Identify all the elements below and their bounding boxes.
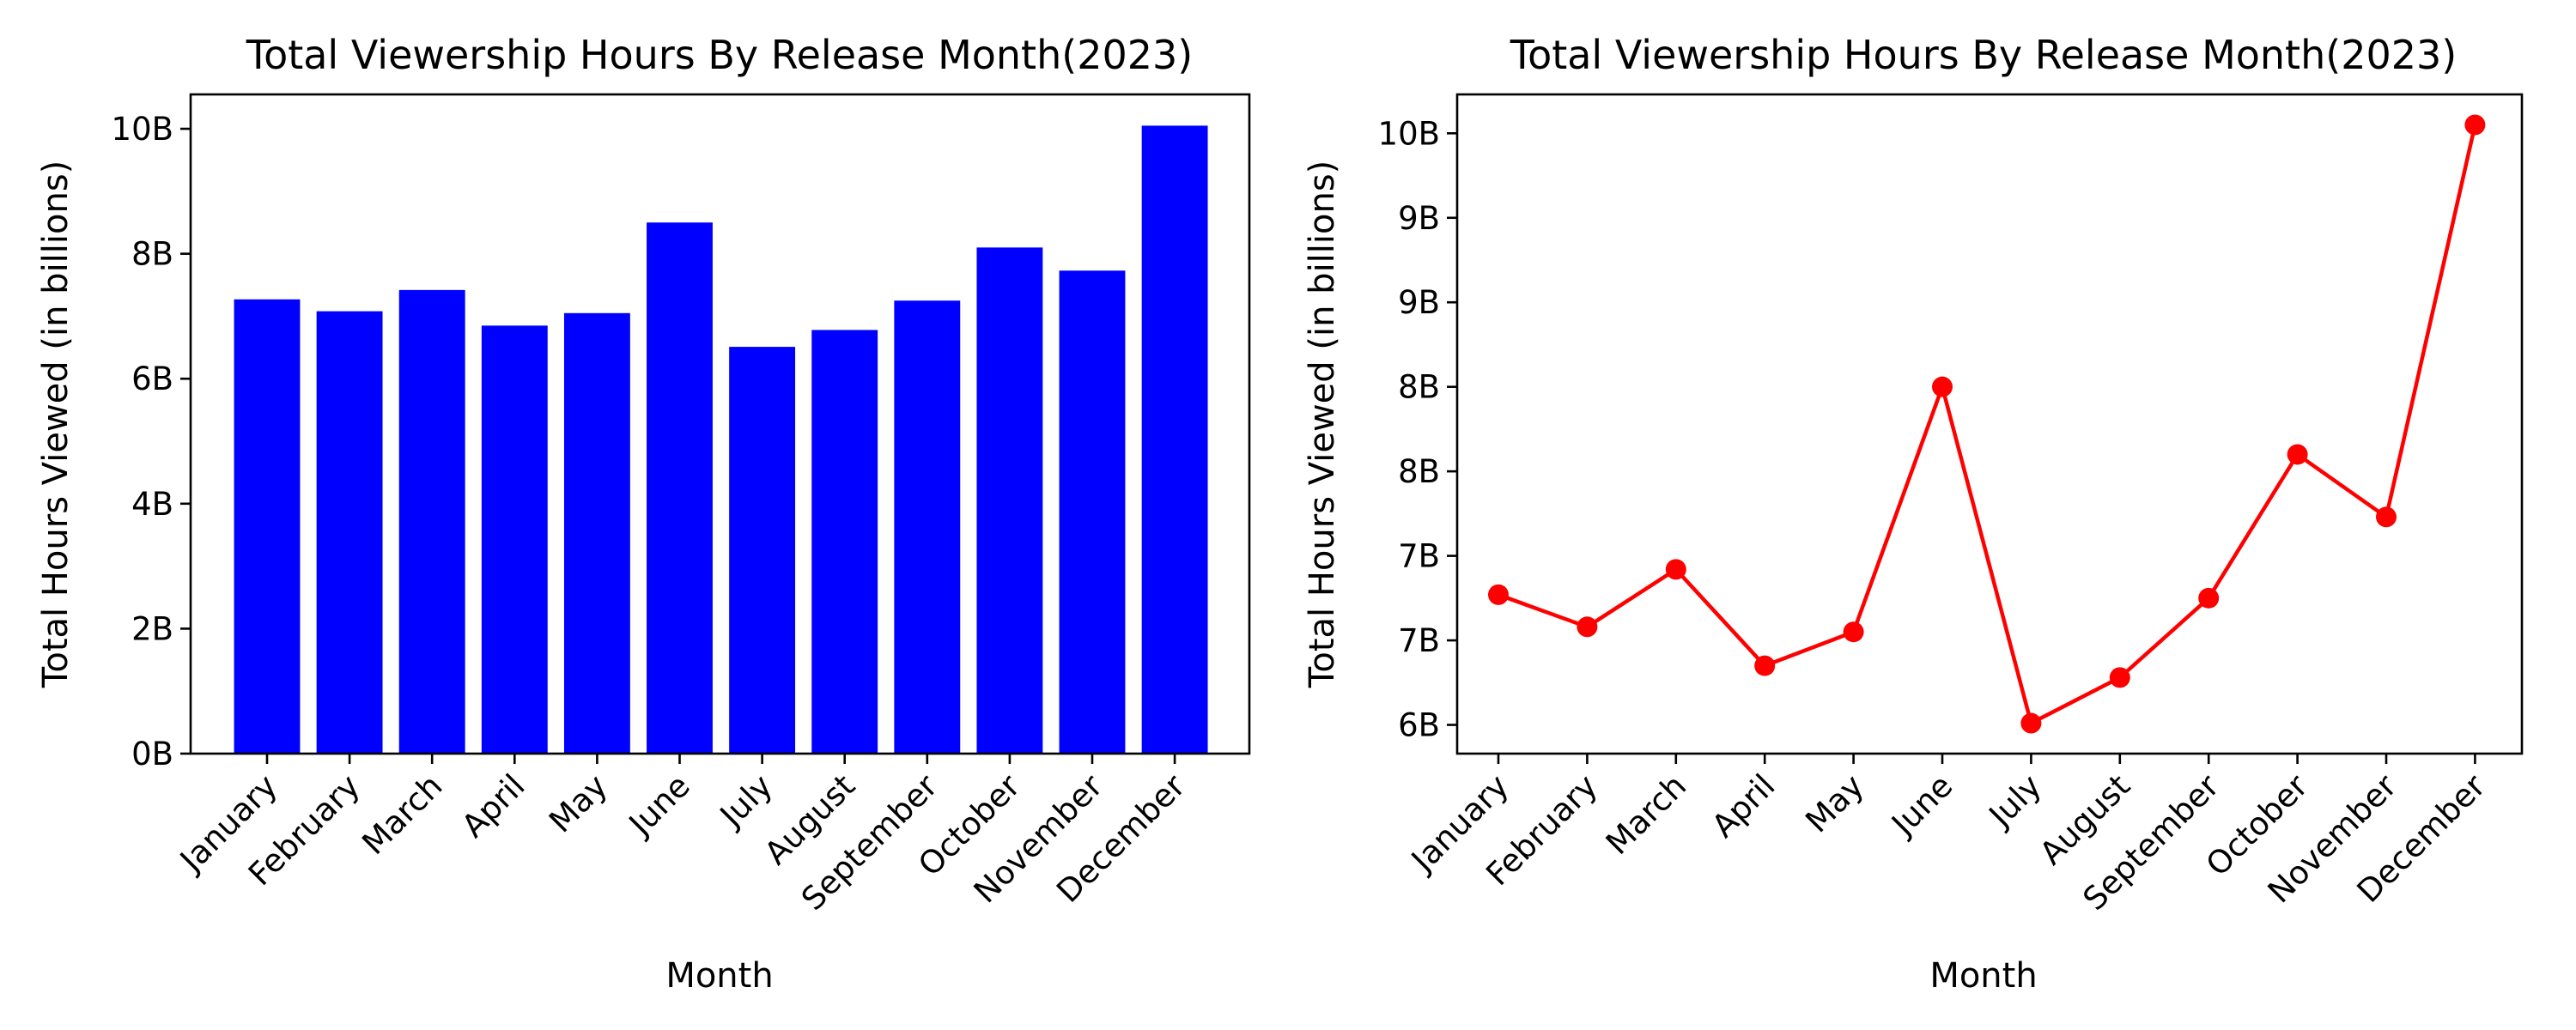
- point-january: [1488, 584, 1509, 605]
- line-chart-x-axis-label: Month: [1929, 956, 2037, 996]
- bar-chart: Total Viewership Hours By Release Month(…: [36, 32, 1251, 996]
- bar-chart-x-tick-label-june: June: [621, 767, 697, 844]
- line-chart-title: Total Viewership Hours By Release Month(…: [1510, 32, 2457, 78]
- bar-chart-y-tick-label: 8B: [131, 236, 173, 273]
- line-chart-frame: [1455, 93, 2524, 755]
- line-chart-x-tick-label-may: May: [1798, 767, 1870, 839]
- point-october: [2287, 444, 2308, 465]
- point-july: [2020, 712, 2042, 734]
- line-chart-y-tick-label: 8B: [1398, 369, 1440, 406]
- bar-chart-y-tick-label: 6B: [131, 360, 173, 397]
- bar-june: [647, 222, 713, 754]
- line-chart-y-tick-label: 6B: [1398, 707, 1440, 744]
- point-june: [1932, 376, 1953, 397]
- bar-august: [811, 330, 878, 754]
- bar-chart-y-tick-label: 4B: [131, 486, 173, 523]
- line-chart-y-axis-label: Total Hours Viewed (in billions): [1303, 161, 1342, 689]
- bar-chart-x-tick-label-march: March: [355, 767, 449, 862]
- bar-july: [729, 347, 796, 754]
- point-march: [1665, 559, 1686, 580]
- bar-chart-plot-area: [234, 125, 1208, 754]
- line-chart-y-tick-label: 9B: [1398, 284, 1440, 321]
- line-chart-x-tick-label-july: July: [1981, 767, 2049, 835]
- bar-chart-frame: [189, 93, 1251, 755]
- bar-september: [894, 300, 961, 754]
- bar-january: [234, 299, 301, 754]
- bar-chart-y-tick-label: 10B: [112, 111, 173, 148]
- point-may: [1843, 621, 1864, 643]
- point-april: [1754, 655, 1776, 676]
- point-february: [1577, 616, 1598, 638]
- line-chart-plot-area: [1488, 114, 2486, 734]
- bar-chart-x-tick-label-july: July: [712, 767, 780, 835]
- bar-chart-x-axis-label: Month: [665, 956, 773, 996]
- bar-march: [398, 289, 465, 754]
- bar-chart-x-tick-label-april: April: [454, 767, 532, 845]
- line-chart-y-tick-label: 9B: [1398, 200, 1440, 237]
- bar-november: [1059, 270, 1126, 754]
- point-september: [2198, 587, 2220, 609]
- bar-chart-y-tick-label: 0B: [131, 736, 173, 772]
- bar-october: [976, 247, 1043, 754]
- bar-april: [481, 325, 548, 754]
- point-december: [2464, 114, 2486, 136]
- bar-chart-x-tick-label-may: May: [542, 767, 614, 839]
- bar-may: [563, 312, 630, 754]
- line-chart-y-tick-label: 10B: [1378, 115, 1440, 152]
- series-line: [1498, 124, 2477, 725]
- line-chart-x-tick-label-june: June: [1884, 767, 1960, 844]
- line-chart: Total Viewership Hours By Release Month(…: [1303, 32, 2524, 996]
- bar-february: [316, 311, 383, 754]
- line-chart-y-tick-label: 7B: [1398, 622, 1440, 659]
- bar-chart-title: Total Viewership Hours By Release Month(…: [246, 32, 1193, 78]
- bar-chart-y-axis-label: Total Hours Viewed (in billions): [36, 161, 76, 689]
- line-chart-y-tick-label: 8B: [1398, 453, 1440, 490]
- point-november: [2376, 506, 2397, 528]
- line-chart-x-tick-label-april: April: [1704, 767, 1782, 845]
- line-chart-x-tick-label-march: March: [1599, 767, 1693, 862]
- point-august: [2109, 667, 2130, 688]
- line-chart-y-tick-label: 7B: [1398, 538, 1440, 575]
- bar-december: [1141, 125, 1208, 754]
- bar-chart-y-tick-label: 2B: [131, 610, 173, 647]
